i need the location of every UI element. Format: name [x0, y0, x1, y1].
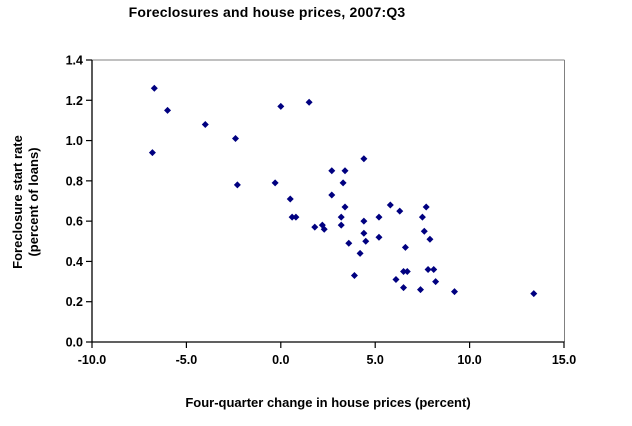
y-tick-label: 1.2	[66, 94, 83, 108]
scatter-points	[148, 84, 538, 298]
x-tick-label: -5.0	[176, 353, 198, 367]
y-axis-label-line2: (percent of loans)	[26, 147, 41, 257]
scatter-point	[450, 288, 458, 296]
scatter-point	[426, 235, 434, 243]
axes	[91, 60, 565, 343]
scatter-point	[362, 237, 370, 245]
scatter-point	[320, 225, 328, 233]
scatter-point	[341, 167, 349, 175]
scatter-point	[400, 284, 408, 292]
chart-title: Foreclosures and house prices, 2007:Q3	[128, 4, 406, 20]
scatter-point	[271, 179, 279, 187]
y-axis-label: Foreclosure start rate (percent of loans…	[10, 52, 44, 352]
scatter-point	[148, 149, 156, 157]
scatter-point	[424, 265, 432, 273]
y-tick-label: 0.4	[66, 255, 83, 269]
scatter-point	[311, 223, 319, 231]
scatter-point	[360, 229, 368, 237]
scatter-point	[432, 278, 440, 286]
scatter-point	[375, 233, 383, 241]
scatter-point	[150, 84, 158, 92]
y-tick-label: 0.0	[66, 336, 83, 350]
x-tick-label: 15.0	[552, 353, 576, 367]
scatter-point	[530, 290, 538, 298]
scatter-point	[350, 272, 358, 280]
scatter-point	[392, 276, 400, 284]
scatter-point	[418, 213, 426, 221]
scatter-point	[328, 167, 336, 175]
scatter-point	[386, 201, 394, 209]
y-tick-label: 0.6	[66, 215, 83, 229]
scatter-point	[277, 102, 285, 110]
scatter-point	[337, 213, 345, 221]
scatter-point	[345, 239, 353, 247]
scatter-point	[286, 195, 294, 203]
scatter-point	[339, 179, 347, 187]
y-axis-label-line1: Foreclosure start rate	[10, 135, 25, 269]
scatter-point	[360, 155, 368, 163]
scatter-point	[430, 265, 438, 273]
y-ticks: 0.0 0.2 0.4 0.6 0.8 1.0 1.2 1.4	[66, 54, 92, 350]
scatter-point	[403, 268, 411, 275]
scatter-point	[201, 120, 209, 128]
scatter-point	[375, 213, 383, 221]
scatter-point	[337, 221, 345, 229]
scatter-point	[164, 106, 172, 114]
scatter-point	[328, 191, 336, 199]
y-tick-label: 0.2	[66, 295, 83, 309]
scatter-point	[420, 227, 428, 235]
scatter-point	[341, 203, 349, 211]
scatter-point	[292, 213, 300, 221]
x-tick-label: 0.0	[272, 353, 289, 367]
x-tick-label: 5.0	[367, 353, 384, 367]
scatter-point	[231, 135, 239, 143]
scatter-point	[422, 203, 430, 211]
scatter-point	[305, 98, 313, 106]
scatter-point	[356, 249, 364, 257]
y-tick-label: 1.4	[66, 54, 83, 68]
x-ticks: -10.0 -5.0 0.0 5.0 10.0 15.0	[78, 342, 576, 367]
x-tick-label: 10.0	[457, 353, 481, 367]
scatter-point	[401, 243, 409, 251]
x-axis-label: Four-quarter change in house prices (per…	[185, 395, 471, 410]
y-tick-label: 1.0	[66, 134, 83, 148]
scatter-point	[417, 286, 425, 294]
y-tick-label: 0.8	[66, 174, 83, 188]
scatter-point	[400, 268, 408, 275]
scatter-point	[396, 207, 404, 215]
scatter-point	[288, 213, 296, 221]
plot-frame	[92, 59, 565, 342]
scatter-point	[360, 217, 368, 225]
x-tick-label: -10.0	[78, 353, 107, 367]
scatter-point	[233, 181, 241, 189]
